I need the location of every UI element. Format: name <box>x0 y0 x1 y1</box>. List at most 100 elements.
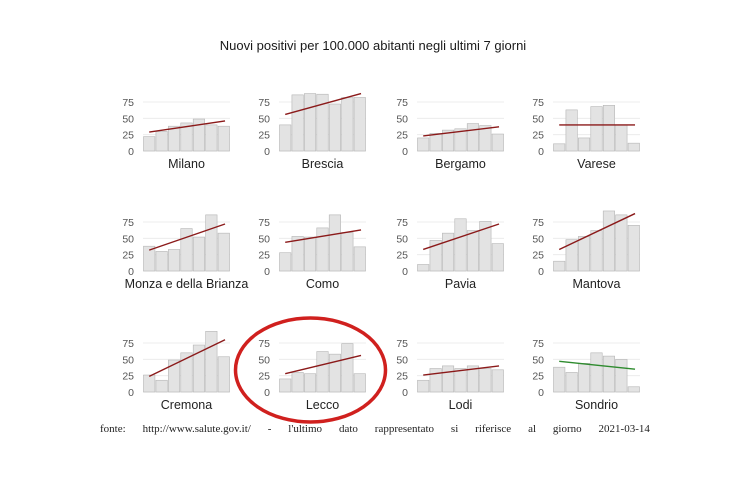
bar <box>279 124 292 152</box>
bar <box>466 230 479 272</box>
bar <box>602 105 615 152</box>
panel-pavia: 0 25 50 75 Pavia <box>396 217 504 291</box>
bar <box>602 210 615 272</box>
bar <box>205 214 218 272</box>
y-tick-label: 0 <box>402 266 408 278</box>
bar <box>578 236 591 272</box>
bar <box>454 128 467 152</box>
bar <box>279 252 292 272</box>
trend-line <box>149 120 226 133</box>
chart-title: Nuovi positivi per 100.000 abitanti negl… <box>219 38 527 53</box>
bar <box>615 124 628 152</box>
panel-monza-e-della-brianza: 0 25 50 75 Monza e della Brianza <box>122 214 249 291</box>
y-tick-label: 50 <box>532 113 544 125</box>
trend-line <box>423 365 500 376</box>
bar <box>590 106 603 152</box>
bar <box>205 331 218 393</box>
bar <box>627 142 640 152</box>
y-tick-label: 0 <box>538 266 544 278</box>
y-tick-label: 50 <box>396 113 408 125</box>
y-tick-label: 25 <box>258 250 270 262</box>
bar <box>217 232 230 272</box>
panel-label: Monza e della Brianza <box>125 277 249 291</box>
y-tick-label: 0 <box>128 146 134 158</box>
bar <box>341 232 354 272</box>
source-caption: fonte: http://www.salute.gov.it/ - l'ultimo… <box>100 423 650 435</box>
bar <box>627 386 640 393</box>
y-tick-label: 0 <box>538 387 544 399</box>
bar <box>304 93 317 152</box>
y-tick-label: 75 <box>396 217 408 229</box>
y-tick-label: 75 <box>258 338 270 350</box>
bar <box>442 129 455 152</box>
bar <box>168 125 181 152</box>
bar <box>155 251 168 272</box>
y-tick-label: 25 <box>122 130 134 142</box>
bar <box>168 249 181 272</box>
bar <box>155 131 168 152</box>
bar <box>143 245 156 272</box>
bar <box>353 373 366 393</box>
bar <box>304 236 317 272</box>
trend-line <box>559 360 636 370</box>
bar <box>168 359 181 393</box>
bar <box>316 93 329 152</box>
bar <box>192 118 205 152</box>
bar <box>491 369 504 393</box>
panel-sondrio: 0 25 50 75 Sondrio <box>532 338 640 412</box>
bar <box>627 225 640 272</box>
bar <box>479 368 492 393</box>
panel-mantova: 0 25 50 75 Mantova <box>532 210 640 291</box>
y-tick-label: 75 <box>122 217 134 229</box>
panel-label: Pavia <box>445 277 476 291</box>
caption-word: si <box>450 423 459 435</box>
panel-lodi: 0 25 50 75 Lodi <box>396 338 504 412</box>
bar <box>217 125 230 152</box>
y-tick-label: 50 <box>396 354 408 366</box>
bar <box>442 365 455 393</box>
bar <box>429 240 442 272</box>
y-tick-label: 50 <box>122 354 134 366</box>
trend-line <box>558 212 636 251</box>
y-tick-label: 0 <box>264 387 270 399</box>
trend-line <box>285 229 362 243</box>
caption-word: fonte: <box>100 423 126 435</box>
y-tick-label: 50 <box>532 233 544 245</box>
y-tick-label: 25 <box>122 250 134 262</box>
panel-bergamo: 0 25 50 75 Bergamo <box>396 97 504 171</box>
highlight-ellipse <box>233 316 388 424</box>
bar <box>316 227 329 272</box>
y-tick-label: 25 <box>396 130 408 142</box>
bar <box>565 109 578 152</box>
bar <box>491 243 504 272</box>
y-tick-label: 25 <box>122 371 134 383</box>
y-tick-label: 50 <box>258 113 270 125</box>
y-tick-label: 25 <box>532 130 544 142</box>
bar <box>565 372 578 393</box>
bar <box>192 344 205 393</box>
bar <box>454 218 467 272</box>
bar <box>192 236 205 272</box>
bar <box>353 97 366 152</box>
panel-lecco: 0 25 50 75 Lecco <box>233 316 388 424</box>
bar <box>429 368 442 393</box>
bar <box>180 352 193 393</box>
y-tick-label: 25 <box>258 130 270 142</box>
bar <box>291 372 304 393</box>
y-tick-label: 50 <box>258 233 270 245</box>
y-tick-label: 0 <box>402 387 408 399</box>
panel-label: Lecco <box>306 398 339 412</box>
bar <box>143 136 156 152</box>
bar <box>553 143 566 152</box>
bar <box>205 124 218 152</box>
bar <box>565 239 578 272</box>
y-tick-label: 25 <box>532 371 544 383</box>
bar <box>479 125 492 152</box>
panel-varese: 0 25 50 75 Varese <box>532 97 640 171</box>
bar <box>180 122 193 152</box>
bar <box>578 362 591 393</box>
y-tick-label: 0 <box>538 146 544 158</box>
trend-line <box>285 354 362 375</box>
y-tick-label: 50 <box>396 233 408 245</box>
bar <box>217 356 230 393</box>
